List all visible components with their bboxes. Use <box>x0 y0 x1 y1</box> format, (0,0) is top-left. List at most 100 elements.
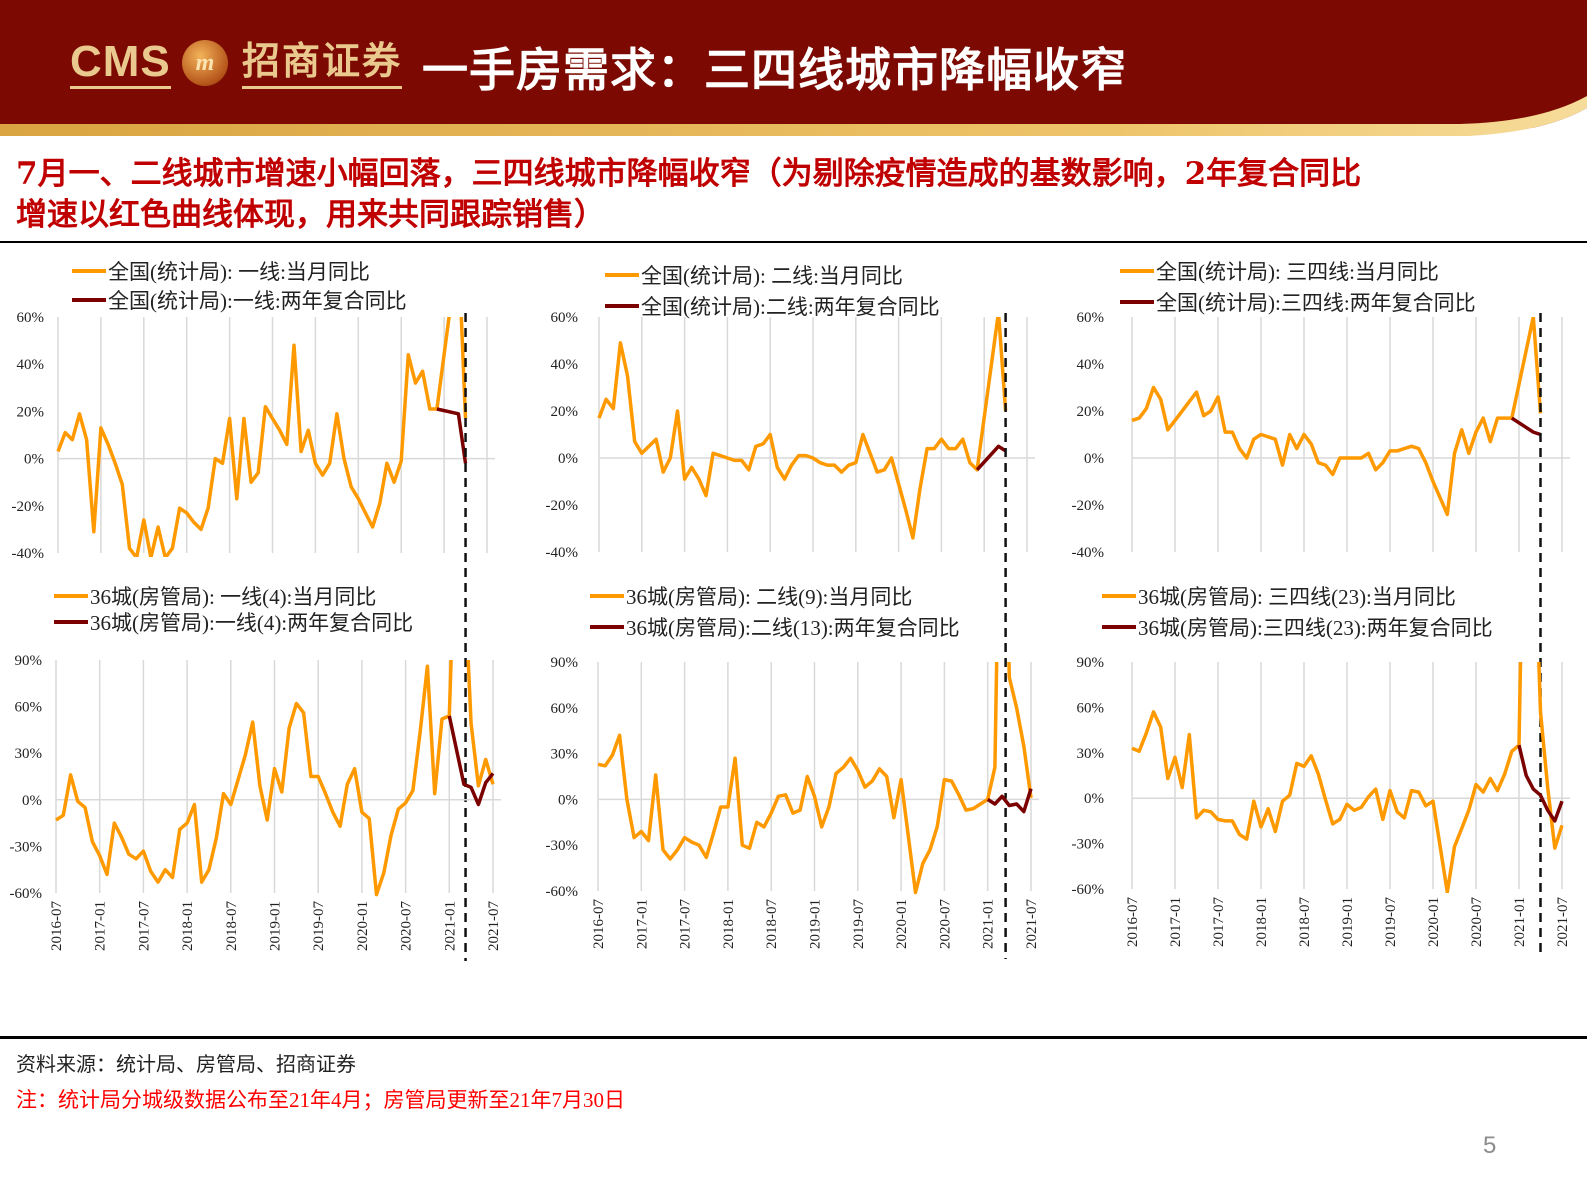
y-tick-label: 60% <box>551 701 579 717</box>
legend-label: 全国(统计局):二线:两年复合同比 <box>641 295 940 319</box>
x-tick-label: 2020-07 <box>1469 897 1485 947</box>
series-line-two-year-cagr <box>986 788 1033 814</box>
logo-mark-icon: m <box>182 40 228 86</box>
x-tick-label: 2016-07 <box>49 901 65 951</box>
subtitle-line-2: 增速以红色曲线体现，用来共同跟踪销售） <box>16 197 605 233</box>
y-tick-label: -30% <box>10 839 43 855</box>
x-tick-label: 2018-01 <box>180 901 196 951</box>
y-tick-label: 60% <box>15 700 43 716</box>
y-tick-label: -60% <box>1072 882 1105 898</box>
series-line-monthly-yoy <box>1131 662 1564 893</box>
legend-label: 全国(统计局): 三四线:当月同比 <box>1156 260 1439 284</box>
y-tick-label: 0% <box>1084 451 1104 467</box>
x-tick-label: 2017-01 <box>93 901 109 951</box>
x-tick-label: 2021-01 <box>442 901 458 951</box>
x-tick-label: 2019-07 <box>1383 897 1399 947</box>
series-line-monthly-yoy <box>56 317 468 557</box>
top-divider <box>0 241 1587 243</box>
x-tick-label: 2021-01 <box>981 899 997 949</box>
x-tick-label: 2019-07 <box>851 899 867 949</box>
chart-6: 90% 60% 30% 0% -30% -60% 2016-07 2017-01 2017-07… <box>1072 585 1572 947</box>
logo-text-en: CMS <box>70 38 171 89</box>
series-line-two-year-cagr <box>447 715 495 807</box>
x-tick-label: 2016-07 <box>1125 897 1141 947</box>
y-tick-label: 20% <box>17 404 45 420</box>
page-title: 一手房需求：三四线城市降幅收窄 <box>422 43 1127 97</box>
subtitle-line-1: 7月一、二线城市增速小幅回落，三四线城市降幅收窄（为剔除疫情造成的基数影响，2年… <box>16 156 1362 192</box>
series-line-two-year-cagr <box>1510 416 1542 437</box>
x-tick-label: 2020-01 <box>1426 897 1442 947</box>
legend-label: 全国(统计局): 二线:当月同比 <box>641 264 903 288</box>
legend-label: 36城(房管局):三四线(23):两年复合同比 <box>1138 616 1493 640</box>
y-tick-label: -60% <box>10 886 43 902</box>
x-tick-label: 2019-07 <box>311 901 327 951</box>
x-tick-label: 2020-01 <box>894 899 910 949</box>
legend-label: 36城(房管局): 三四线(23):当月同比 <box>1138 585 1456 609</box>
legend-label: 36城(房管局):二线(13):两年复合同比 <box>626 616 960 640</box>
series-line-two-year-cagr <box>436 407 468 464</box>
y-tick-label: -20% <box>12 499 45 515</box>
x-tick-label: 2016-07 <box>591 899 607 949</box>
y-tick-label: 90% <box>1077 655 1105 671</box>
legend-label: 36城(房管局): 一线(4):当月同比 <box>90 585 376 609</box>
chart-5: 90% 60% 30% 0% -30% -60% 2016-07 2017-01 2017-07… <box>546 585 1041 949</box>
x-tick-label: 2019-01 <box>808 899 824 949</box>
y-tick-label: 20% <box>1077 404 1105 420</box>
legend-label: 36城(房管局): 二线(9):当月同比 <box>626 585 912 609</box>
legend-label: 全国(统计局):三四线:两年复合同比 <box>1156 291 1476 315</box>
series-line-two-year-cagr <box>975 444 1007 471</box>
y-tick-label: 90% <box>551 655 579 671</box>
series-line-monthly-yoy <box>55 660 495 897</box>
x-tick-label: 2017-07 <box>1211 897 1227 947</box>
y-tick-label: 0% <box>22 793 42 809</box>
x-tick-label: 2017-01 <box>1168 897 1184 947</box>
header-banner: CMS m 招商证券 一手房需求：三四线城市降幅收窄 <box>0 0 1587 140</box>
y-tick-label: 0% <box>558 792 578 808</box>
source-note: 资料来源：统计局、房管局、招商证券 <box>16 1054 356 1076</box>
chart-3: 60% 40% 20% 0% -20% -40% 全国(统计局): 三四线:当月同比全国(统… <box>1072 260 1570 561</box>
x-tick-label: 2017-01 <box>634 899 650 949</box>
y-tick-label: 40% <box>551 357 579 373</box>
y-tick-label: 30% <box>551 747 579 763</box>
x-tick-label: 2021-07 <box>1024 899 1040 949</box>
header-background <box>0 0 1587 140</box>
y-tick-label: 60% <box>1077 700 1105 716</box>
y-tick-label: -20% <box>546 498 579 514</box>
chart-2: 60% 40% 20% 0% -20% -40% 全国(统计局): 二线:当月同比全国(统计… <box>546 264 1035 561</box>
y-tick-label: -40% <box>12 546 45 562</box>
logo-text-cn: 招商证券 <box>242 38 403 89</box>
x-tick-label: 2020-07 <box>937 899 953 949</box>
chart-1: 60% 40% 20% 0% -20% -40% 全国(统计局): 一线:当月同比全国(统计… <box>12 260 495 562</box>
series-line-monthly-yoy <box>1131 317 1543 517</box>
x-tick-label: 2018-01 <box>721 899 737 949</box>
x-tick-label: 2021-01 <box>1512 897 1528 947</box>
y-tick-label: 30% <box>15 746 43 762</box>
y-tick-label: 0% <box>1084 791 1104 807</box>
y-tick-label: -60% <box>546 884 579 900</box>
slide-subtitle: 7月一、二线城市增速小幅回落，三四线城市降幅收窄（为剔除疫情造成的基数影响，2年… <box>16 154 1576 236</box>
y-tick-label: 20% <box>551 404 579 420</box>
x-tick-label: 2018-07 <box>764 899 780 949</box>
legend-label: 36城(房管局):一线(4):两年复合同比 <box>90 611 413 635</box>
footnote: 注：统计局分城级数据公布至21年4月；房管局更新至21年7月30日 <box>16 1088 625 1112</box>
y-tick-label: -40% <box>546 545 579 561</box>
x-tick-label: 2017-07 <box>678 899 694 949</box>
x-tick-label: 2018-07 <box>1297 897 1313 947</box>
x-tick-label: 2019-01 <box>268 901 284 951</box>
x-tick-label: 2018-01 <box>1254 897 1270 947</box>
y-tick-label: 60% <box>17 310 45 326</box>
bottom-divider <box>0 1036 1587 1039</box>
x-tick-label: 2020-01 <box>355 901 371 951</box>
y-tick-label: 0% <box>24 452 44 468</box>
series-line-monthly-yoy <box>597 662 1033 895</box>
chart-4: 90% 60% 30% 0% -30% -60% 2016-07 2017-01 2017-07… <box>10 585 503 951</box>
y-tick-label: 60% <box>1077 310 1105 326</box>
legend-label: 全国(统计局): 一线:当月同比 <box>108 260 370 284</box>
x-tick-label: 2018-07 <box>224 901 240 951</box>
y-tick-label: 40% <box>17 357 45 373</box>
x-tick-label: 2019-01 <box>1340 897 1356 947</box>
series-line-two-year-cagr <box>1517 744 1564 823</box>
x-tick-label: 2020-07 <box>399 901 415 951</box>
y-tick-label: 40% <box>1077 357 1105 373</box>
x-tick-label: 2017-07 <box>136 901 152 951</box>
